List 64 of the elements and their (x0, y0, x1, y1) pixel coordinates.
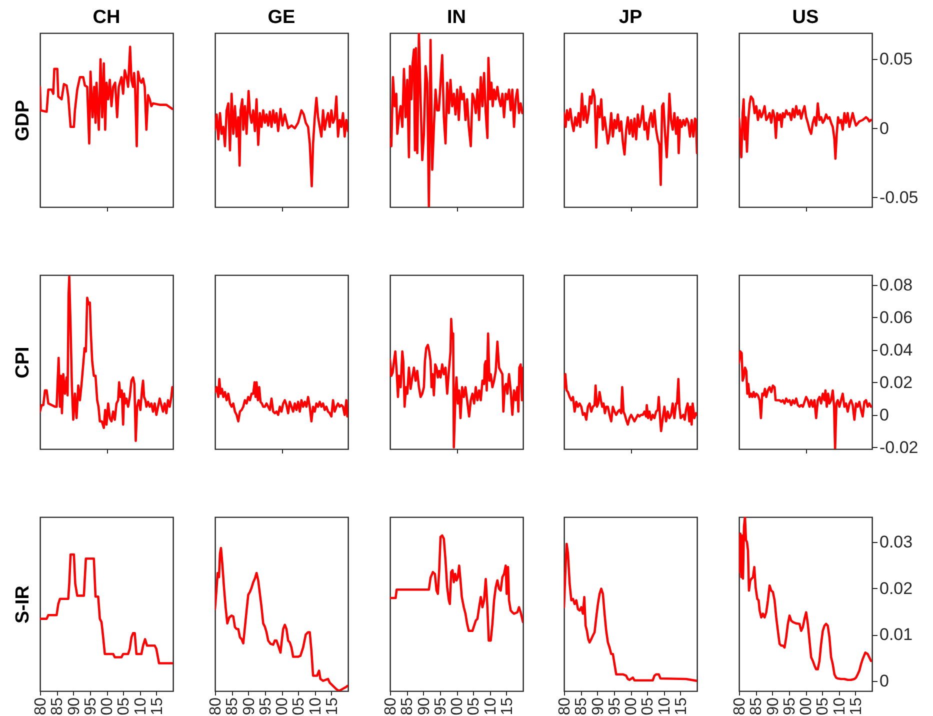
y-tick-label: 0 (880, 671, 889, 690)
x-tick-label: 90 (415, 697, 432, 716)
x-tick-label: 90 (66, 697, 83, 716)
y-tick-label: 0 (880, 118, 889, 138)
line-series (739, 95, 872, 160)
x-tick-label: 80 (556, 697, 574, 716)
y-tick-label: 0.04 (880, 340, 913, 360)
y-tick-label: 0.01 (880, 625, 913, 644)
x-tick-label: 80 (732, 697, 748, 716)
x-tick-label: 10 (482, 697, 499, 716)
line-series (739, 350, 872, 449)
y-tick-label: -0.05 (880, 188, 918, 207)
x-tick-label: 95 (257, 697, 274, 716)
x-tick-label: 80 (382, 697, 399, 716)
x-tick-label: 95 (432, 697, 449, 716)
x-tick-label: 85 (224, 697, 241, 716)
y-axis-title: CPI (12, 346, 34, 378)
x-tick-label: 85 (748, 697, 766, 716)
x-tick-label: 10 (656, 697, 674, 716)
x-tick-label: 85 (49, 697, 66, 716)
x-tick-label: 00 (274, 697, 291, 716)
x-tick-label: 15 (673, 697, 690, 716)
chart-title: US (792, 7, 819, 28)
x-tick-label: 80 (207, 697, 224, 716)
x-tick-label: 15 (848, 697, 865, 716)
x-tick-label: 10 (307, 697, 324, 716)
x-tick-label: 00 (99, 697, 116, 716)
chart-title: CH (92, 7, 120, 28)
x-tick-label: 85 (573, 697, 590, 716)
x-tick-label: 90 (240, 697, 258, 716)
y-tick-label: 0.05 (880, 50, 913, 69)
y-tick-label: 0.06 (880, 308, 913, 327)
x-tick-label: 85 (398, 697, 416, 716)
x-tick-label: 15 (148, 697, 166, 716)
x-tick-label: 05 (290, 697, 308, 716)
x-tick-label: 95 (82, 697, 100, 716)
chart-title: GE (268, 7, 295, 28)
x-tick-label: 10 (132, 697, 150, 716)
y-tick-label: -0.02 (880, 438, 918, 457)
chart-title: JP (619, 7, 643, 28)
x-tick-label: 15 (324, 697, 341, 716)
y-tick-label: 0 (880, 405, 889, 424)
x-tick-label: 95 (606, 697, 624, 716)
x-tick-label: 00 (448, 697, 466, 716)
x-tick-label: 05 (814, 697, 832, 716)
y-axis-title: GDP (12, 100, 34, 142)
x-tick-label: 10 (831, 697, 848, 716)
y-tick-label: 0.03 (880, 532, 913, 552)
x-tick-label: 90 (590, 697, 607, 716)
x-tick-label: 15 (498, 697, 516, 716)
x-tick-label: 00 (798, 697, 815, 716)
x-tick-label: 05 (465, 697, 482, 716)
chart-title: IN (446, 7, 466, 28)
y-axis-title: S-IR (12, 585, 34, 624)
x-tick-label: 00 (623, 697, 640, 716)
x-tick-label: 95 (781, 697, 798, 716)
x-tick-label: 05 (116, 697, 133, 716)
line-series (739, 517, 872, 682)
x-tick-label: 80 (32, 697, 50, 716)
y-tick-label: 0.02 (880, 372, 913, 392)
x-tick-label: 05 (640, 697, 657, 716)
y-tick-label: 0.02 (880, 578, 913, 598)
x-tick-label: 90 (764, 697, 782, 716)
y-tick-label: 0.08 (880, 275, 913, 294)
